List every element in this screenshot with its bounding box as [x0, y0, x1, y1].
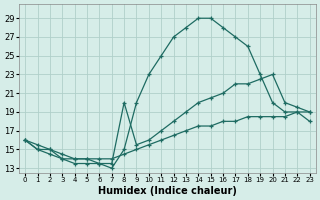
X-axis label: Humidex (Indice chaleur): Humidex (Indice chaleur): [98, 186, 237, 196]
